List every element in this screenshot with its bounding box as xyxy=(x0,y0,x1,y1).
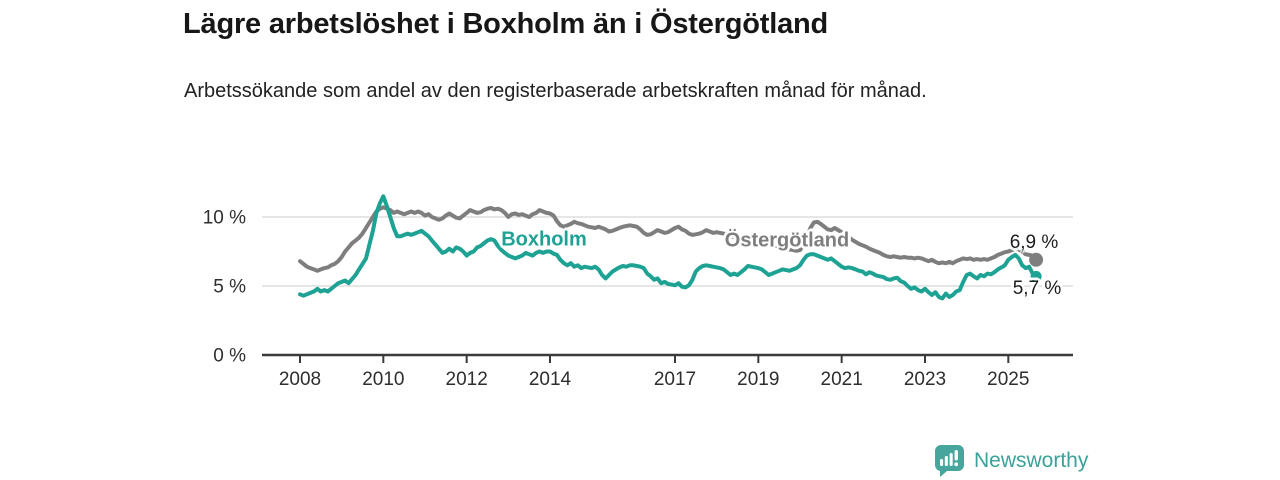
x-axis-label-2008: 2008 xyxy=(279,369,321,390)
x-axis-label-2019: 2019 xyxy=(737,369,779,390)
end-dot-boxholm xyxy=(1030,270,1042,282)
x-axis-label-2014: 2014 xyxy=(529,369,572,390)
newsworthy-logo[interactable]: Newsworthy xyxy=(934,444,1088,478)
series-label-boxholm: Boxholm xyxy=(501,228,587,251)
x-axis-label-2023: 2023 xyxy=(904,369,946,390)
x-axis-label-2017: 2017 xyxy=(654,369,696,390)
newsworthy-logo-text: Newsworthy xyxy=(974,449,1089,472)
x-axis-label-2012: 2012 xyxy=(446,369,488,390)
series-line-boxholm xyxy=(298,194,1039,301)
x-axis-label-2010: 2010 xyxy=(362,369,404,390)
page-title: Lägre arbetslöshet i Boxholm än i Österg… xyxy=(183,8,829,40)
page-subtitle: Arbetssökande som andel av den registerb… xyxy=(184,80,927,102)
newsworthy-logo-icon xyxy=(935,445,964,477)
y-axis-label-0: 0 % xyxy=(213,346,246,367)
end-value-label-boxholm: 5,7 % xyxy=(1012,278,1062,299)
end-value-label-ostergotland: 6,9 % xyxy=(1009,232,1059,253)
end-dot-ostergotland xyxy=(1029,252,1044,267)
y-axis-label-5: 5 % xyxy=(213,277,246,298)
x-axis-label-2021: 2021 xyxy=(821,369,863,390)
series-label-ostergotland: Östergötland xyxy=(724,229,850,252)
y-axis-label-10: 10 % xyxy=(203,208,246,229)
x-axis-label-2025: 2025 xyxy=(987,369,1029,390)
series-line-ostergotland xyxy=(298,205,1039,273)
